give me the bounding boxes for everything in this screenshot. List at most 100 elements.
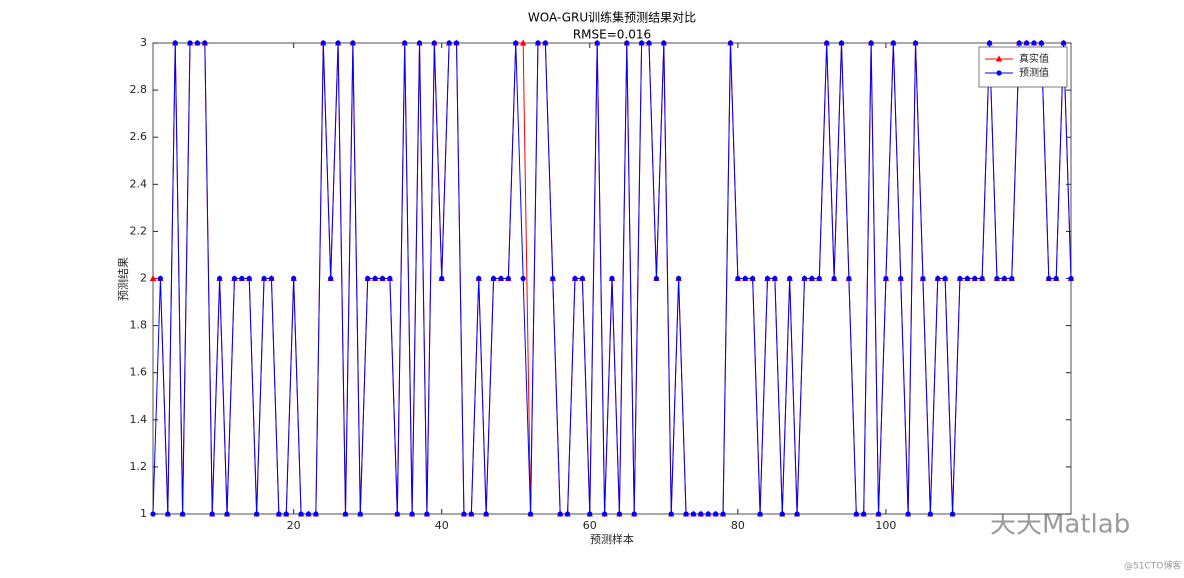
marker [564,511,571,517]
y-tick-label: 1.2 [130,460,148,473]
marker [365,275,371,282]
marker [676,275,682,282]
marker [890,40,896,46]
y-tick-label: 1.8 [130,319,148,332]
marker [809,275,815,282]
marker [217,275,223,282]
y-axis-label: 预测结果 [117,257,130,301]
marker [1009,275,1015,282]
marker [1023,40,1030,46]
y-tick-label: 1.6 [130,366,148,379]
marker [875,511,882,517]
marker [957,275,963,282]
marker [149,275,157,281]
marker [453,40,460,46]
marker [231,275,238,282]
marker [535,40,541,46]
marker [1053,275,1059,282]
y-tick-label: 2 [140,272,147,285]
marker [379,275,386,282]
marker [268,275,275,282]
marker [942,275,948,282]
marker [898,275,904,282]
chart-subtitle: RMSE=0.016 [573,28,651,42]
marker [720,511,726,517]
marker [690,511,697,517]
marker [180,511,186,517]
y-tick-label: 2.4 [130,177,148,190]
marker [513,40,519,46]
marker [816,275,822,282]
y-tick-label: 1 [140,507,147,520]
marker [705,511,711,517]
marker [964,275,970,282]
marker [831,275,837,282]
marker [402,40,408,46]
marker [468,511,474,517]
marker [713,511,719,517]
marker [291,275,297,282]
legend-marker [995,55,1003,62]
marker [335,40,341,46]
marker [172,40,178,46]
marker [587,511,593,517]
marker [187,40,193,46]
marker [986,40,993,46]
marker [905,511,911,517]
y-tick-label: 1.4 [130,413,148,426]
marker [757,511,763,517]
marker [601,511,608,517]
marker [853,511,859,517]
marker [979,275,985,282]
marker [461,511,467,517]
source-label: @51CTO博客 [1124,560,1181,572]
x-tick-label: 100 [875,519,896,532]
marker [772,275,778,282]
marker [150,511,156,517]
marker [668,511,674,517]
marker [594,40,600,46]
marker [824,40,830,46]
marker [431,40,437,46]
marker [283,511,289,517]
marker [794,511,800,517]
marker [320,40,326,46]
marker [505,275,511,282]
watermark: 天天Matlab [990,510,1130,540]
marker [157,275,164,282]
marker [527,511,534,517]
marker [1016,40,1022,46]
marker [305,511,312,517]
y-tick-label: 3 [140,36,147,49]
y-tick-label: 2.6 [130,130,148,143]
marker [261,275,267,282]
marker [209,511,215,517]
marker [653,275,660,282]
y-tick-label: 2.2 [130,224,148,237]
marker [520,275,526,282]
marker [298,511,304,517]
marker [254,511,260,517]
marker [342,511,349,517]
marker [439,275,445,282]
x-tick-label: 60 [583,519,597,532]
marker [446,40,452,46]
marker [194,40,201,46]
marker [557,511,563,517]
marker [1031,40,1037,46]
marker [838,40,845,46]
marker [476,275,482,282]
marker [490,275,497,282]
x-tick-label: 80 [731,519,745,532]
marker [994,275,1000,282]
marker [542,40,548,46]
marker [920,275,926,282]
marker [579,275,585,282]
marker [202,40,208,46]
marker [1001,275,1007,282]
marker [224,511,230,517]
legend-marker [996,70,1002,76]
marker [912,40,919,46]
marker [779,511,785,517]
